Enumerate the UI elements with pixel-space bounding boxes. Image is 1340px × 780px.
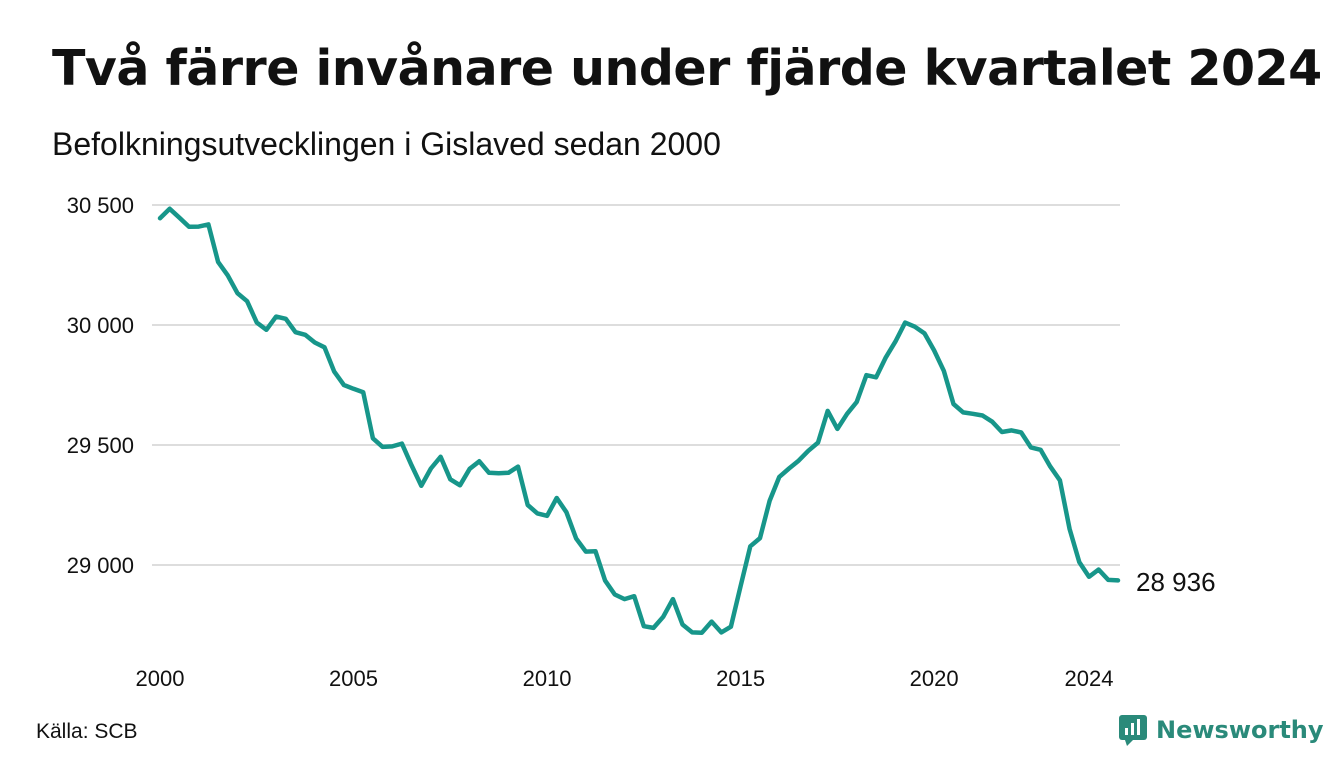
x-axis-labels: 2000 2005 2010 2015 2020 2024 [136, 666, 1114, 691]
x-tick-label: 2015 [716, 666, 765, 691]
gridlines [152, 204, 1120, 566]
end-value-label: 28 936 [1136, 567, 1216, 597]
y-axis-labels: 29 000 29 500 30 000 30 500 [67, 193, 134, 578]
chart-subtitle: Befolkningsutvecklingen i Gislaved sedan… [52, 126, 721, 162]
x-tick-label: 2000 [136, 666, 185, 691]
brand[interactable]: Newsworthy [1118, 714, 1324, 746]
y-tick-label: 29 000 [67, 553, 134, 578]
chart-title: Två färre invånare under fjärde kvartale… [52, 40, 1322, 97]
newsworthy-logo-icon [1119, 715, 1147, 746]
y-tick-label: 30 000 [67, 313, 134, 338]
source-note: Källa: SCB [36, 720, 138, 743]
y-tick-label: 30 500 [67, 193, 134, 218]
series-line [157, 206, 1121, 635]
x-tick-label: 2024 [1064, 666, 1113, 691]
series-layer [157, 206, 1121, 635]
x-tick-label: 2020 [910, 666, 959, 691]
x-tick-label: 2010 [523, 666, 572, 691]
y-tick-label: 29 500 [67, 433, 134, 458]
x-tick-label: 2005 [329, 666, 378, 691]
brand-name: Newsworthy [1156, 716, 1324, 744]
